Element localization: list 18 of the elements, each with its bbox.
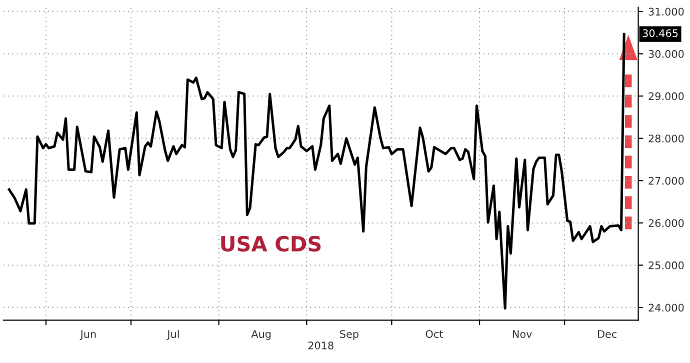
x-tick-label: Nov [512, 330, 532, 338]
annotation: USA CDS [221, 236, 321, 252]
x-tick-label: Dec [598, 330, 617, 338]
y-tick-label: 28.000 [648, 134, 684, 142]
y-tick-label: 24.000 [648, 304, 684, 312]
x-tick-label: Jun [80, 330, 96, 340]
y-tick-label: 26.000 [648, 219, 684, 228]
y-tick-label: 31.000 [648, 8, 684, 16]
annotation: 30.465 [642, 29, 678, 38]
x-tick-label: Jul [166, 330, 179, 340]
x-axis-title: 2018 [308, 342, 334, 350]
x-tick-label: Aug [251, 330, 271, 340]
y-tick-label: 29.000 [648, 92, 684, 100]
y-tick-label: 25.000 [648, 261, 684, 270]
y-tick-label: 30.000 [648, 50, 684, 58]
y-tick-label: 27.000 [648, 176, 684, 185]
x-tick-label: Sep [340, 330, 358, 340]
x-tick-label: Oct [426, 330, 443, 338]
